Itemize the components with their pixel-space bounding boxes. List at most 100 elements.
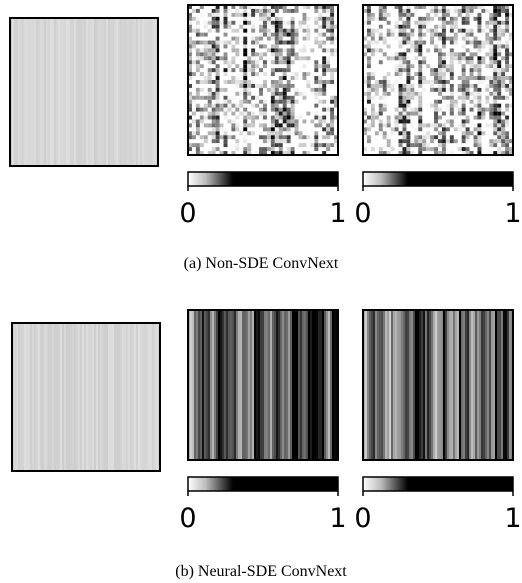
pixel — [394, 20, 399, 25]
pixel — [493, 8, 498, 13]
pixel — [318, 87, 323, 92]
pixel — [266, 131, 271, 136]
stripe — [110, 18, 112, 166]
stripe — [330, 310, 333, 460]
pixel — [270, 139, 275, 144]
pixel — [473, 91, 478, 96]
pixel — [188, 123, 192, 128]
pixel — [306, 24, 311, 29]
pixel — [239, 24, 244, 29]
stripe — [367, 310, 370, 460]
pixel — [489, 115, 494, 120]
pixel — [334, 147, 338, 152]
pixel — [418, 64, 423, 69]
pixel — [493, 52, 498, 57]
pixel — [278, 115, 283, 120]
pixel — [278, 52, 283, 57]
pixel — [469, 111, 474, 116]
stripe — [100, 323, 102, 471]
pixel — [489, 60, 494, 65]
pixel — [266, 16, 271, 21]
pixel — [481, 44, 486, 49]
pixel — [493, 107, 498, 112]
pixel — [223, 151, 228, 155]
pixel — [282, 56, 287, 61]
pixel — [219, 151, 224, 155]
pixel — [410, 91, 415, 96]
pixel — [219, 95, 224, 100]
stripe — [204, 310, 207, 460]
pixel — [489, 139, 494, 144]
pixel — [441, 123, 446, 128]
pixel — [195, 143, 200, 148]
pixel — [363, 80, 367, 84]
pixel — [445, 95, 450, 100]
pixel — [259, 151, 263, 155]
pixel — [326, 64, 331, 69]
pixel — [274, 99, 279, 104]
pixel — [207, 40, 212, 45]
pixel — [223, 135, 228, 140]
pixel — [434, 44, 438, 49]
pixel — [326, 111, 331, 116]
pixel — [430, 68, 435, 73]
pixel — [505, 68, 510, 73]
stripe — [72, 323, 74, 471]
stripe — [244, 310, 247, 460]
pixel — [418, 119, 423, 124]
pixel — [322, 60, 327, 65]
pixel — [418, 83, 423, 88]
pixel — [195, 119, 200, 124]
pixel — [509, 80, 513, 84]
pixel — [382, 80, 387, 84]
pixel — [322, 151, 327, 155]
pixel — [366, 139, 371, 144]
pixel — [188, 83, 192, 88]
pixel — [302, 119, 307, 124]
pixel — [461, 5, 466, 9]
stripe — [395, 310, 398, 460]
pixel — [465, 139, 470, 144]
stripe — [371, 310, 374, 460]
pixel — [505, 147, 510, 152]
pixel — [497, 151, 502, 155]
pixel — [243, 127, 248, 132]
pixel — [188, 68, 192, 73]
pixel — [330, 16, 335, 21]
pixel — [382, 8, 387, 13]
pixel — [430, 16, 435, 21]
pixel — [294, 32, 299, 37]
stripe — [154, 18, 156, 166]
stripe — [52, 323, 54, 471]
pixel — [263, 72, 267, 77]
pixel — [231, 80, 236, 84]
pixel — [243, 36, 248, 41]
pixel — [398, 40, 403, 45]
pixel — [473, 139, 478, 144]
pixel — [211, 91, 216, 96]
pixel — [199, 64, 204, 69]
pixel — [274, 48, 279, 53]
pixel — [266, 127, 271, 132]
pixel — [290, 72, 295, 77]
stripe — [314, 310, 317, 460]
pixel — [282, 127, 287, 132]
pixel — [191, 119, 196, 124]
pixel — [199, 107, 204, 112]
pixel — [259, 91, 263, 96]
stripe — [238, 310, 241, 460]
pixel — [223, 52, 228, 57]
pixel — [497, 40, 502, 45]
pixel — [465, 135, 470, 140]
pixel — [402, 52, 407, 57]
pixel — [223, 127, 228, 132]
pixel — [489, 143, 494, 148]
pixel — [493, 16, 498, 21]
pixel — [418, 68, 423, 73]
pixel — [263, 80, 267, 84]
pixel — [434, 5, 438, 9]
stripe — [58, 323, 60, 471]
pixel — [406, 135, 411, 140]
pixel — [501, 111, 506, 116]
pixel — [278, 127, 283, 132]
